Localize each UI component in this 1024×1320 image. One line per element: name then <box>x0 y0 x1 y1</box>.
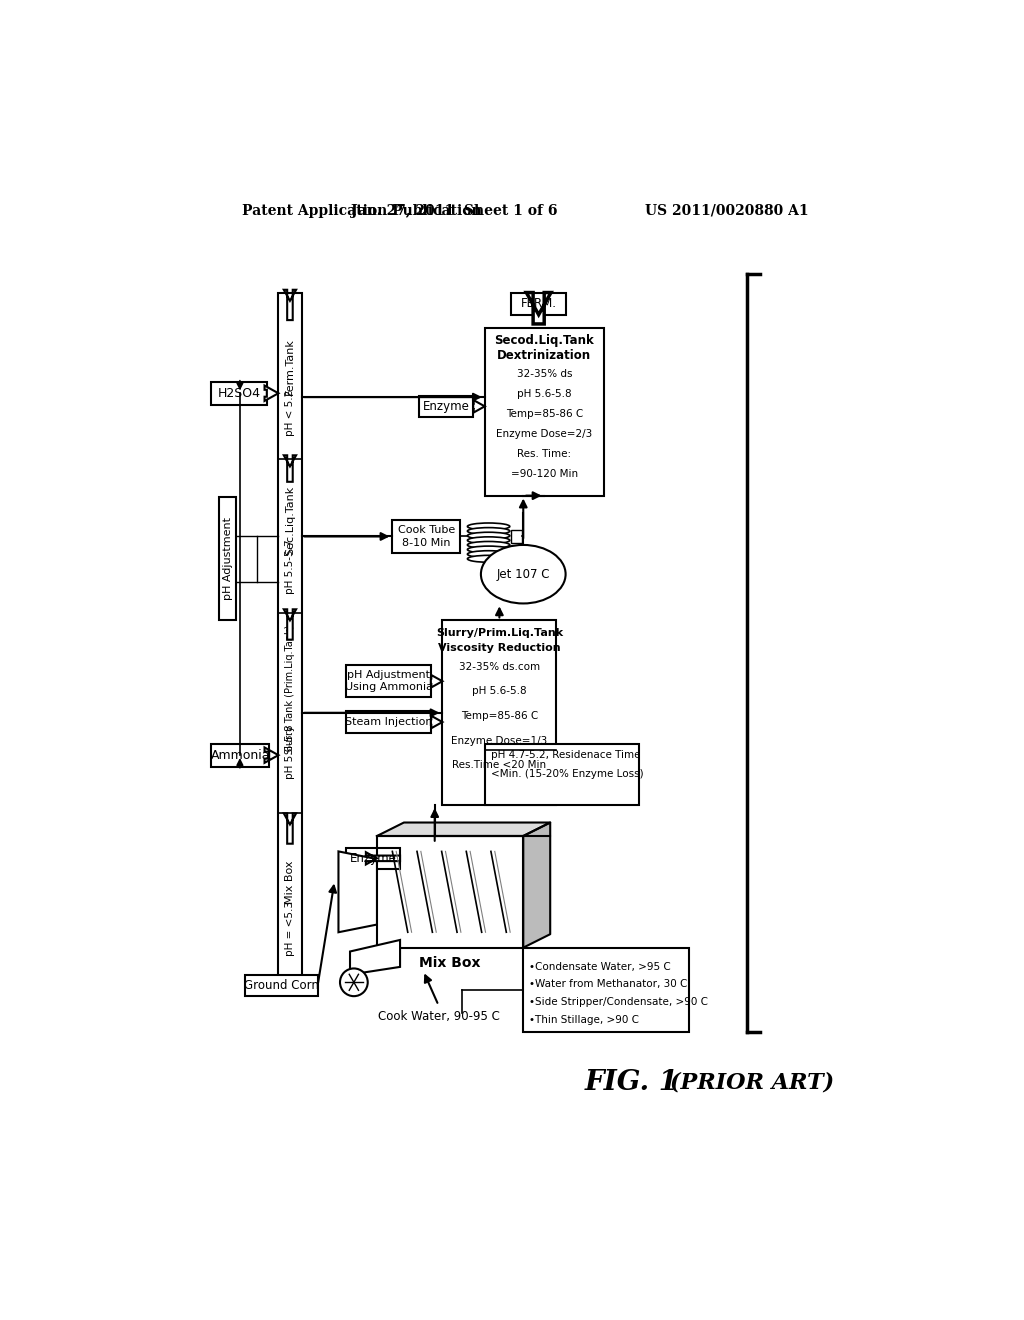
Ellipse shape <box>467 550 510 557</box>
Bar <box>419 396 473 417</box>
Bar <box>346 847 400 869</box>
Bar <box>219 498 237 620</box>
Polygon shape <box>284 813 296 843</box>
Text: <Min. (15-20% Enzyme Loss): <Min. (15-20% Enzyme Loss) <box>490 770 643 779</box>
Text: pH 5.6-5.8: pH 5.6-5.8 <box>517 389 571 399</box>
Text: •Water from Methanator, 30 C: •Water from Methanator, 30 C <box>529 979 688 989</box>
Bar <box>211 743 269 767</box>
Bar <box>523 948 689 1032</box>
Text: Cook Water, 90-95 C: Cook Water, 90-95 C <box>378 1010 500 1023</box>
Text: pH 5.6-5.8: pH 5.6-5.8 <box>472 686 526 696</box>
Bar <box>442 620 556 805</box>
Bar <box>511 293 566 314</box>
Ellipse shape <box>467 541 510 548</box>
Polygon shape <box>284 290 296 321</box>
Text: Enzyme Dose=2/3: Enzyme Dose=2/3 <box>497 429 593 440</box>
Text: pH < 5.2: pH < 5.2 <box>285 389 295 436</box>
Polygon shape <box>284 610 296 640</box>
Text: Ammonia: Ammonia <box>211 748 270 762</box>
Ellipse shape <box>481 545 565 603</box>
Text: Enzyme Dose=1/3: Enzyme Dose=1/3 <box>452 735 548 746</box>
Text: Res.Time <20 Min: Res.Time <20 Min <box>453 760 547 770</box>
Bar <box>279 293 301 986</box>
Text: Temp=85-86 C: Temp=85-86 C <box>461 711 538 721</box>
Polygon shape <box>431 715 442 729</box>
Text: pH Adjustment: pH Adjustment <box>222 517 232 601</box>
Text: Using Ammonia: Using Ammonia <box>344 682 432 693</box>
Polygon shape <box>350 940 400 974</box>
Text: Ground Corn: Ground Corn <box>244 979 318 991</box>
Ellipse shape <box>467 556 510 562</box>
Bar <box>484 327 604 496</box>
Polygon shape <box>473 400 484 412</box>
Text: Sec.Liq.Tank: Sec.Liq.Tank <box>285 486 295 554</box>
Polygon shape <box>339 851 377 932</box>
Text: Viscosity Reduction: Viscosity Reduction <box>438 643 561 653</box>
Text: FIG. 1: FIG. 1 <box>585 1069 679 1096</box>
Text: =90-120 Min: =90-120 Min <box>511 469 578 479</box>
Text: US 2011/0020880 A1: US 2011/0020880 A1 <box>644 203 808 218</box>
Polygon shape <box>431 675 442 688</box>
Bar <box>211 381 267 405</box>
Text: Enzyme: Enzyme <box>423 400 470 413</box>
Bar <box>245 974 317 997</box>
Text: Temp=85-86 C: Temp=85-86 C <box>506 409 583 418</box>
Text: pH 5.6-5.8: pH 5.6-5.8 <box>285 723 295 779</box>
Text: pH Adjustment: pH Adjustment <box>347 671 430 680</box>
Text: Mix Box: Mix Box <box>285 861 295 904</box>
Text: 32-35% ds: 32-35% ds <box>517 370 572 379</box>
Polygon shape <box>377 822 550 836</box>
Polygon shape <box>264 747 279 763</box>
Text: Jan. 27, 2011  Sheet 1 of 6: Jan. 27, 2011 Sheet 1 of 6 <box>350 203 557 218</box>
Text: pH 4.7-5.2, Residenace Time: pH 4.7-5.2, Residenace Time <box>490 750 640 760</box>
Polygon shape <box>526 293 551 323</box>
Ellipse shape <box>467 537 510 544</box>
Text: •Condensate Water, >95 C: •Condensate Water, >95 C <box>529 961 671 972</box>
Text: FERM.: FERM. <box>520 297 557 310</box>
Text: Ferm.Tank: Ferm.Tank <box>285 338 295 395</box>
Bar <box>346 665 431 697</box>
Text: Secod.Liq.Tank: Secod.Liq.Tank <box>495 334 594 347</box>
Bar <box>346 711 431 733</box>
Text: Slurry/Prim.Liq.Tank: Slurry/Prim.Liq.Tank <box>436 628 563 638</box>
Ellipse shape <box>467 528 510 535</box>
Bar <box>484 743 639 805</box>
Text: Enzyme: Enzyme <box>349 851 396 865</box>
Text: Cook Tube: Cook Tube <box>397 525 455 536</box>
Text: Patent Application Publication: Patent Application Publication <box>243 203 482 218</box>
Bar <box>511 531 522 543</box>
Polygon shape <box>284 455 296 482</box>
Text: H2SO4: H2SO4 <box>218 387 261 400</box>
Polygon shape <box>523 822 550 948</box>
Text: pH 5.5-5.7: pH 5.5-5.7 <box>285 539 295 594</box>
Polygon shape <box>264 385 279 401</box>
Text: Dextrinization: Dextrinization <box>498 348 592 362</box>
Text: Jet 107 C: Jet 107 C <box>497 568 550 581</box>
Bar <box>392 520 460 553</box>
Text: Res. Time:: Res. Time: <box>517 449 571 459</box>
Text: •Thin Stillage, >90 C: •Thin Stillage, >90 C <box>529 1015 639 1024</box>
Text: Steam Injection: Steam Injection <box>345 717 432 727</box>
Circle shape <box>340 969 368 997</box>
Text: 32-35% ds.com: 32-35% ds.com <box>459 661 540 672</box>
Ellipse shape <box>467 532 510 539</box>
Text: 8-10 Min: 8-10 Min <box>402 537 451 548</box>
Text: (PRIOR ART): (PRIOR ART) <box>670 1072 834 1093</box>
Ellipse shape <box>467 523 510 529</box>
Polygon shape <box>366 853 400 865</box>
Polygon shape <box>377 836 523 948</box>
Text: Mix Box: Mix Box <box>420 956 481 970</box>
Text: pH = <5.3: pH = <5.3 <box>285 902 295 956</box>
Text: •Side Stripper/Condensate, >90 C: •Side Stripper/Condensate, >90 C <box>529 997 709 1007</box>
Ellipse shape <box>467 546 510 553</box>
Text: Slurry Tank (Prim.Liq.Tank): Slurry Tank (Prim.Liq.Tank) <box>285 624 295 755</box>
